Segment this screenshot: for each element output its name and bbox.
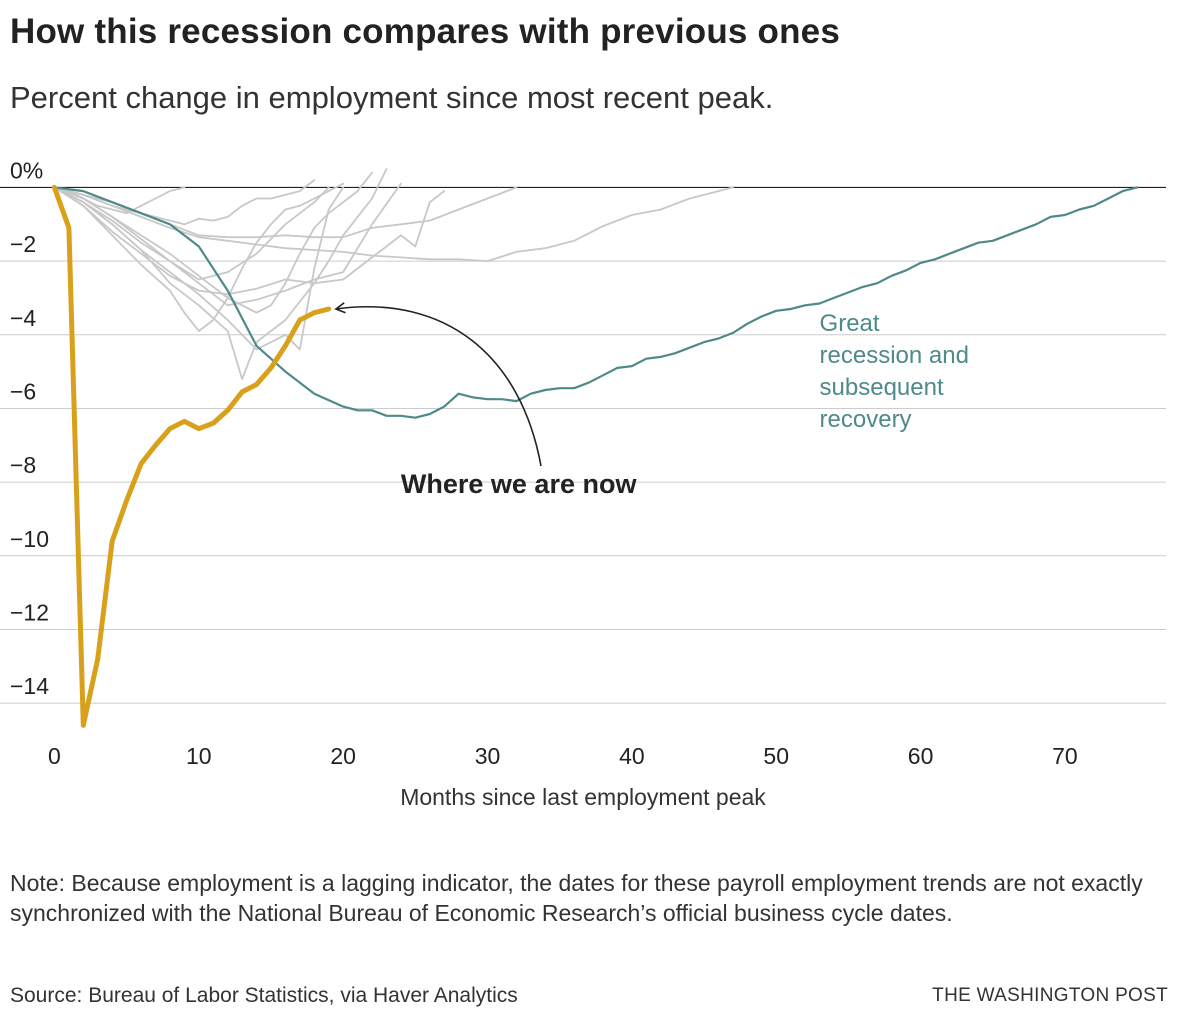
x-tick-label: 40 [619, 743, 645, 769]
y-tick-label: −8 [10, 452, 36, 478]
y-tick-label: −14 [10, 673, 49, 699]
previous-recession-line [53, 182, 402, 307]
chart-title: How this recession compares with previou… [10, 12, 840, 51]
y-tick-label: −10 [10, 526, 49, 552]
x-tick-label: 60 [908, 743, 934, 769]
y-tick-label: −6 [10, 378, 36, 404]
x-tick-label: 50 [763, 743, 789, 769]
x-tick-label: 30 [475, 743, 501, 769]
source-text: Source: Bureau of Labor Statistics, via … [10, 984, 518, 1007]
previous-recession-line [53, 182, 345, 333]
series-lines [51, 168, 1139, 728]
y-tick-label: −4 [10, 305, 36, 331]
previous-recession-line [53, 186, 186, 215]
previous-recession-line [53, 186, 734, 263]
y-tick-label: 0% [10, 157, 43, 183]
great-recession-label-line: Great [820, 310, 880, 337]
great-recession-line [53, 186, 1139, 419]
x-axis-title: Months since last employment peak [400, 784, 766, 810]
previous-recession-line [53, 186, 330, 281]
where-we-are-now-label: Where we are now [401, 469, 638, 499]
x-tick-label: 70 [1052, 743, 1078, 769]
grid-lines [0, 186, 1166, 704]
annotations: Where we are now Great recession and subseq… [334, 302, 969, 499]
current-recession-line [51, 184, 332, 728]
great-recession-label-line: recovery [820, 406, 912, 433]
x-tick-label: 20 [330, 743, 356, 769]
y-axis-ticks: 0% −2 −4 −6 −8 −10 −12 −14 [10, 157, 49, 699]
previous-recession-line [53, 186, 446, 296]
y-tick-label: −12 [10, 599, 49, 625]
x-tick-label: 10 [186, 743, 212, 769]
annotation-arrow [334, 302, 542, 467]
publisher-credit: THE WASHINGTON POST [932, 985, 1168, 1006]
previous-recession-line [53, 168, 388, 380]
previous-recession-line [53, 171, 373, 314]
chart-note: Note: Because employment is a lagging in… [10, 870, 1143, 926]
line-chart: 0% −2 −4 −6 −8 −10 −12 −14 0 10 20 30 40 50 60 70 Wher… [0, 157, 1166, 810]
chart-subtitle: Percent change in employment since most … [10, 80, 774, 115]
great-recession-label-line: subsequent [820, 374, 944, 401]
x-axis-ticks: 0 10 20 30 40 50 60 70 [48, 743, 1078, 769]
previous-recession-line [53, 179, 316, 226]
y-tick-label: −2 [10, 231, 36, 257]
great-recession-label-line: recession and [820, 342, 969, 369]
x-tick-label: 0 [48, 743, 61, 769]
